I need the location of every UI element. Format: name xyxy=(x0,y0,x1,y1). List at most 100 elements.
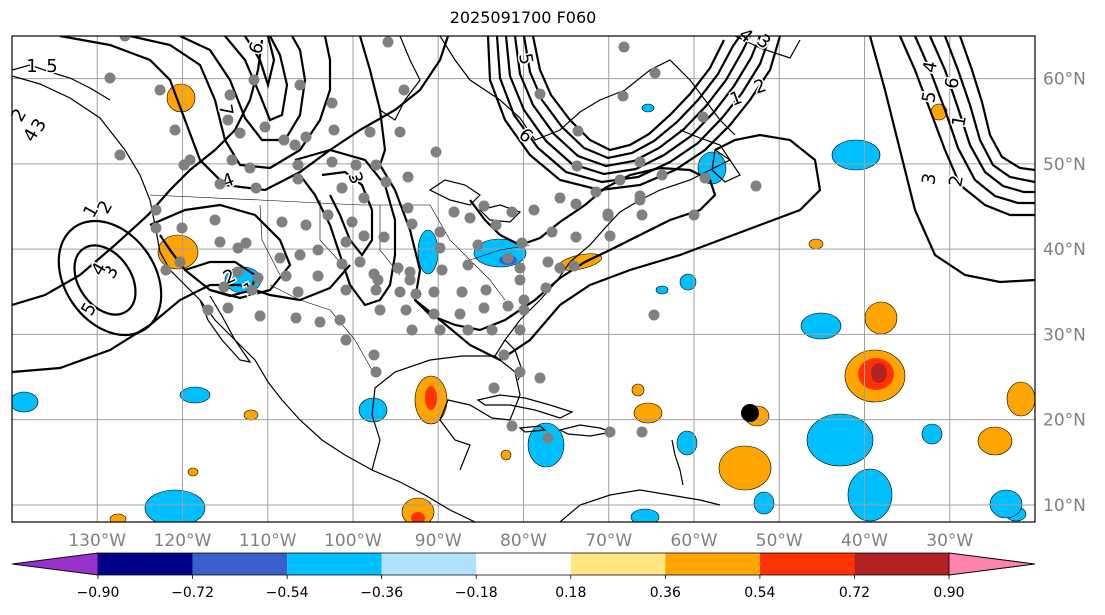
political-borders xyxy=(149,194,531,371)
station-marker xyxy=(502,300,514,312)
station-marker xyxy=(392,262,404,274)
station-marker xyxy=(434,242,446,254)
station-marker xyxy=(312,270,324,282)
station-marker xyxy=(406,218,418,230)
latitude-label: 20°N xyxy=(1043,411,1086,431)
station-marker xyxy=(518,294,530,306)
station-marker xyxy=(402,171,414,183)
station-marker xyxy=(454,308,466,320)
colorbar-segment xyxy=(192,553,288,575)
warm-anomaly-blob xyxy=(977,426,1013,456)
station-marker xyxy=(514,274,526,286)
colorbar-extend-low xyxy=(11,552,99,576)
station-marker xyxy=(614,174,626,186)
station-marker xyxy=(214,178,226,190)
station-marker xyxy=(119,36,131,42)
station-marker xyxy=(604,426,616,438)
station-marker xyxy=(472,239,484,251)
station-marker xyxy=(252,272,264,284)
station-marker xyxy=(636,209,648,221)
station-marker xyxy=(434,226,446,238)
colorbar-tick-label: 0.90 xyxy=(933,585,964,601)
colorbar-segment xyxy=(570,553,666,575)
latitude-label: 10°N xyxy=(1043,496,1086,516)
contour-label: 7 xyxy=(214,103,237,118)
station-marker xyxy=(518,304,530,316)
station-marker xyxy=(289,139,301,151)
cool-anomaly-blob xyxy=(144,489,206,522)
cool-anomaly-blob xyxy=(806,413,874,467)
warm-anomaly-core xyxy=(425,386,437,410)
colorbar-tick-label: −0.18 xyxy=(455,585,498,601)
station-marker xyxy=(358,230,370,242)
station-marker xyxy=(404,266,416,278)
station-marker xyxy=(176,222,188,234)
station-marker xyxy=(312,244,324,256)
station-marker xyxy=(502,252,514,264)
station-marker xyxy=(358,192,370,204)
station-marker xyxy=(636,426,648,438)
station-marker xyxy=(688,209,700,221)
station-marker xyxy=(436,264,448,276)
warm-anomaly-blob xyxy=(864,301,898,335)
station-marker xyxy=(350,159,362,171)
station-marker xyxy=(248,74,260,86)
station-marker xyxy=(570,198,582,210)
station-marker xyxy=(294,79,306,91)
latitude-label: 50°N xyxy=(1043,155,1086,175)
station-marker xyxy=(294,249,306,261)
station-marker xyxy=(478,302,490,314)
station-markers xyxy=(104,36,762,444)
cool-anomaly-blob xyxy=(921,423,943,445)
station-marker xyxy=(274,252,286,264)
station-marker xyxy=(372,274,384,286)
station-marker xyxy=(326,156,338,168)
station-marker xyxy=(506,206,518,218)
station-marker xyxy=(378,231,390,243)
contour-label: 2 xyxy=(7,105,31,125)
contour-label: 1 xyxy=(948,114,971,129)
contour-label: 4 xyxy=(919,60,942,75)
longitude-label: 90°W xyxy=(415,531,462,551)
longitude-label: 50°W xyxy=(756,531,803,551)
station-marker xyxy=(462,259,474,271)
station-marker xyxy=(516,237,528,249)
station-marker xyxy=(374,304,386,316)
contour-label: 2 xyxy=(945,174,968,189)
station-marker xyxy=(404,274,416,286)
station-marker xyxy=(462,324,474,336)
station-marker xyxy=(572,125,584,137)
station-marker xyxy=(370,159,382,171)
station-marker xyxy=(406,324,418,336)
latitude-label: 40°N xyxy=(1043,240,1086,260)
station-marker xyxy=(202,304,214,316)
station-marker xyxy=(292,159,304,171)
station-marker xyxy=(542,432,554,444)
latitude-label: 60°N xyxy=(1043,70,1086,90)
station-marker xyxy=(214,236,226,248)
station-marker xyxy=(648,309,660,321)
warm-anomaly-blob xyxy=(808,238,824,250)
warm-anomaly-blob xyxy=(631,383,645,397)
station-marker xyxy=(346,216,358,228)
station-marker xyxy=(488,382,500,394)
cool-anomaly-blob xyxy=(676,430,698,456)
station-marker xyxy=(394,126,406,138)
colorbar-segment xyxy=(665,553,760,575)
cool-anomaly-blob xyxy=(679,273,697,291)
colorbar-tick-labels: −0.90 −0.72 −0.54 −0.36 −0.18 0.18 0.36 0.54 0.7… xyxy=(77,575,965,601)
colorbar-extend-high xyxy=(948,552,1036,576)
longitude-label: 70°W xyxy=(585,531,632,551)
station-marker xyxy=(209,214,221,226)
station-marker xyxy=(590,186,602,198)
contour-label: 5 xyxy=(514,52,537,67)
station-marker xyxy=(234,127,246,139)
station-marker xyxy=(464,212,476,224)
station-marker xyxy=(259,121,271,133)
cool-anomaly-blob xyxy=(655,285,669,295)
station-marker xyxy=(314,316,326,328)
cool-anomaly-blob xyxy=(527,422,565,468)
station-marker xyxy=(618,41,630,53)
station-marker xyxy=(506,420,518,432)
